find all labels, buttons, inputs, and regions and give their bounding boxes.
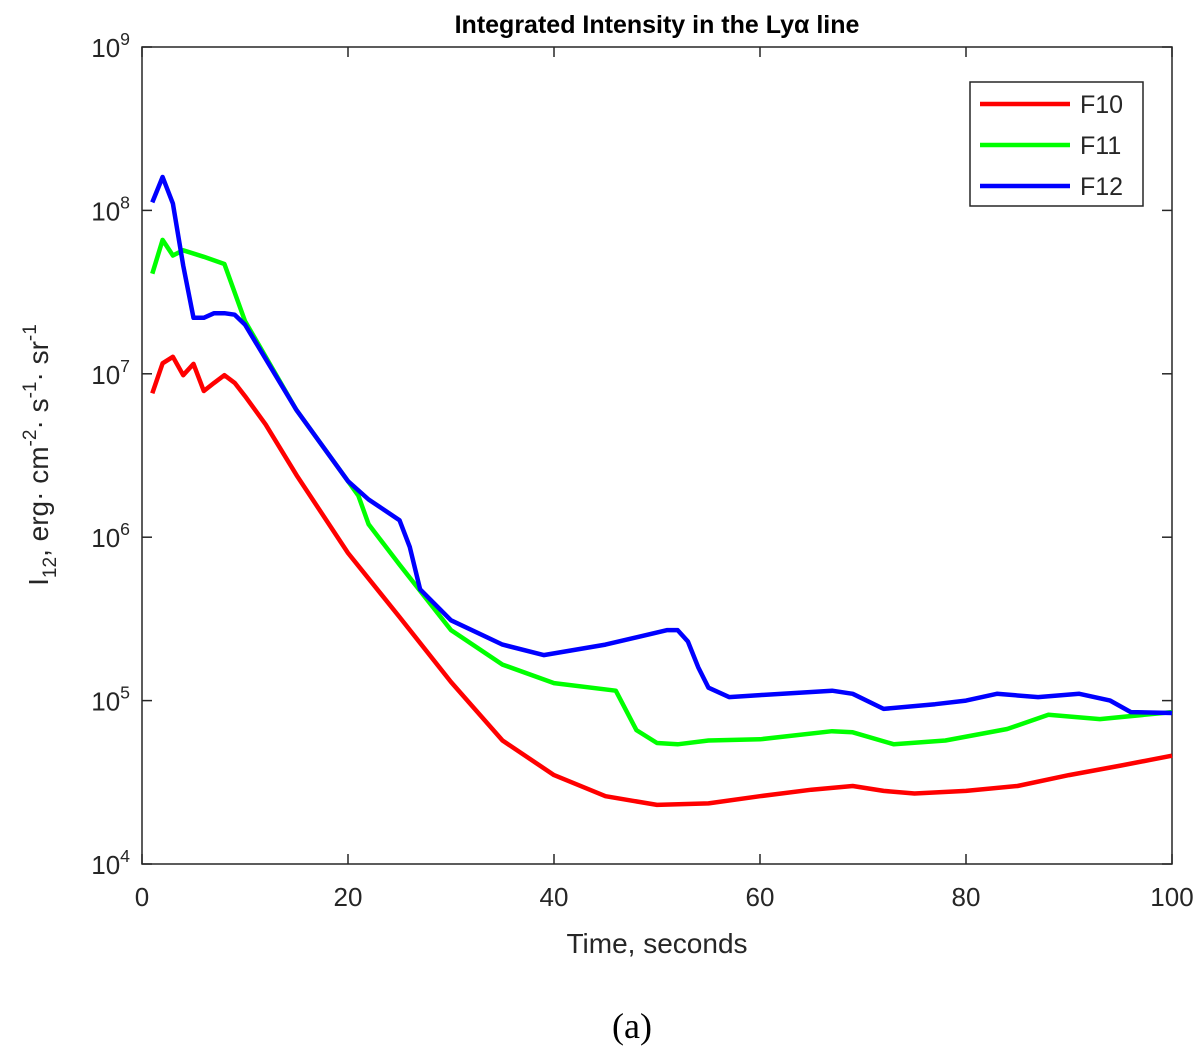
x-tick-label: 100 [1150, 882, 1193, 912]
chart-title: Integrated Intensity in the Lyα line [455, 11, 860, 39]
y-tick-label: 105 [91, 683, 130, 717]
legend-label: F10 [1080, 91, 1123, 119]
y-axis-label: I12, erg· cm-2· s-1· sr-1 [20, 324, 61, 586]
line-series [150, 354, 1173, 808]
y-tick-label: 108 [91, 192, 130, 226]
x-tick-label: 20 [334, 882, 363, 912]
y-tick-label: 109 [91, 29, 130, 63]
x-tick-label: 0 [135, 882, 149, 912]
caption: (a) [612, 1006, 652, 1046]
y-tick-label: 104 [91, 846, 130, 880]
x-tick-label: 40 [540, 882, 569, 912]
x-tick-label: 60 [746, 882, 775, 912]
legend-label: F12 [1080, 173, 1123, 201]
legend-label: F11 [1080, 132, 1121, 160]
x-axis-label: Time, seconds [566, 928, 747, 959]
y-tick-label: 107 [91, 356, 130, 390]
x-tick-label: 80 [952, 882, 981, 912]
line-series [150, 237, 1173, 747]
line-series [150, 174, 1173, 716]
y-tick-label: 106 [91, 519, 130, 553]
